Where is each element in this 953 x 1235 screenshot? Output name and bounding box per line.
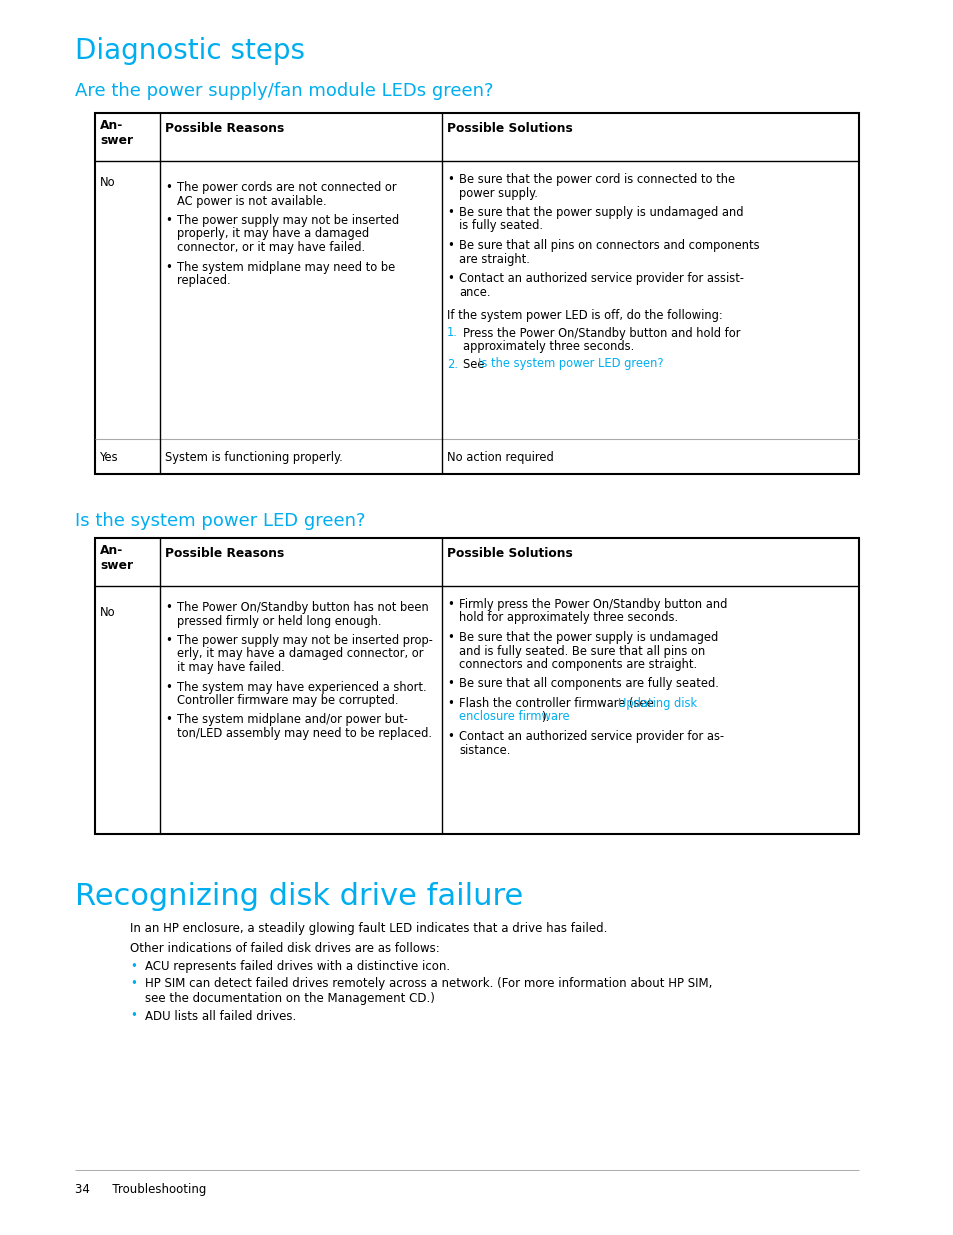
Text: Be sure that all components are fully seated.: Be sure that all components are fully se… — [458, 678, 719, 690]
Text: •: • — [165, 601, 172, 614]
Text: ance.: ance. — [458, 285, 490, 299]
Text: •: • — [130, 1009, 136, 1023]
Bar — [95, 538, 858, 834]
Text: Be sure that the power supply is undamaged: Be sure that the power supply is undamag… — [458, 631, 718, 643]
Text: •: • — [165, 214, 172, 227]
Text: hold for approximately three seconds.: hold for approximately three seconds. — [458, 611, 678, 625]
Text: •: • — [165, 261, 172, 273]
Text: Is the system power LED green?: Is the system power LED green? — [75, 513, 365, 530]
Text: power supply.: power supply. — [458, 186, 537, 200]
Text: The power supply may not be inserted: The power supply may not be inserted — [177, 214, 398, 227]
Text: HP SIM can detect failed drives remotely across a network. (For more information: HP SIM can detect failed drives remotely… — [145, 977, 712, 990]
Text: connector, or it may have failed.: connector, or it may have failed. — [177, 241, 365, 254]
Text: 1.: 1. — [447, 326, 457, 340]
Text: •: • — [447, 272, 454, 285]
Text: The system midplane may need to be: The system midplane may need to be — [177, 261, 395, 273]
Text: •: • — [447, 730, 454, 743]
Text: ACU represents failed drives with a distinctive icon.: ACU represents failed drives with a dist… — [145, 960, 450, 973]
Text: erly, it may have a damaged connector, or: erly, it may have a damaged connector, o… — [177, 647, 423, 661]
Text: connectors and components are straight.: connectors and components are straight. — [458, 658, 697, 671]
Text: Updating disk: Updating disk — [618, 697, 697, 710]
Text: Flash the controller firmware (see: Flash the controller firmware (see — [458, 697, 657, 710]
Text: Yes: Yes — [100, 451, 118, 464]
Text: AC power is not available.: AC power is not available. — [177, 194, 326, 207]
Text: •: • — [165, 634, 172, 647]
Text: replaced.: replaced. — [177, 274, 231, 287]
Text: Be sure that all pins on connectors and components: Be sure that all pins on connectors and … — [458, 240, 759, 252]
Text: No: No — [100, 606, 115, 619]
Text: •: • — [165, 680, 172, 694]
Text: Press the Power On/Standby button and hold for: Press the Power On/Standby button and ho… — [462, 326, 740, 340]
Text: System is functioning properly.: System is functioning properly. — [165, 451, 342, 464]
Text: In an HP enclosure, a steadily glowing fault LED indicates that a drive has fail: In an HP enclosure, a steadily glowing f… — [130, 923, 607, 935]
Text: Firmly press the Power On/Standby button and: Firmly press the Power On/Standby button… — [458, 598, 726, 611]
Text: 34      Troubleshooting: 34 Troubleshooting — [75, 1183, 206, 1195]
Text: The power cords are not connected or: The power cords are not connected or — [177, 182, 396, 194]
Text: sistance.: sistance. — [458, 743, 510, 757]
Text: it may have failed.: it may have failed. — [177, 661, 284, 674]
Text: enclosure firmware: enclosure firmware — [458, 710, 569, 724]
Text: approximately three seconds.: approximately three seconds. — [462, 340, 634, 353]
Text: Possible Solutions: Possible Solutions — [447, 547, 572, 559]
Text: If the system power LED is off, do the following:: If the system power LED is off, do the f… — [447, 309, 722, 322]
Text: See: See — [462, 357, 488, 370]
Text: •: • — [447, 240, 454, 252]
Text: •: • — [165, 182, 172, 194]
Text: properly, it may have a damaged: properly, it may have a damaged — [177, 227, 369, 241]
Text: •: • — [447, 631, 454, 643]
Text: Diagnostic steps: Diagnostic steps — [75, 37, 305, 65]
Text: ADU lists all failed drives.: ADU lists all failed drives. — [145, 1009, 296, 1023]
Text: Contact an authorized service provider for assist-: Contact an authorized service provider f… — [458, 272, 743, 285]
Text: No: No — [100, 177, 115, 189]
Text: Recognizing disk drive failure: Recognizing disk drive failure — [75, 882, 522, 911]
Text: is fully seated.: is fully seated. — [458, 220, 542, 232]
Text: •: • — [165, 714, 172, 726]
Text: Be sure that the power cord is connected to the: Be sure that the power cord is connected… — [458, 173, 735, 186]
Text: Be sure that the power supply is undamaged and: Be sure that the power supply is undamag… — [458, 206, 742, 219]
Text: No action required: No action required — [447, 451, 553, 464]
Text: and is fully seated. Be sure that all pins on: and is fully seated. Be sure that all pi… — [458, 645, 704, 657]
Text: Controller firmware may be corrupted.: Controller firmware may be corrupted. — [177, 694, 398, 706]
Text: see the documentation on the Management CD.): see the documentation on the Management … — [145, 992, 435, 1005]
Text: An-
swer: An- swer — [100, 119, 133, 147]
Text: are straight.: are straight. — [458, 252, 529, 266]
Text: The system may have experienced a short.: The system may have experienced a short. — [177, 680, 426, 694]
Text: Possible Reasons: Possible Reasons — [165, 122, 284, 135]
Text: Is the system power LED green?: Is the system power LED green? — [477, 357, 662, 370]
Text: •: • — [447, 697, 454, 710]
Text: pressed firmly or held long enough.: pressed firmly or held long enough. — [177, 615, 381, 627]
Bar — [95, 112, 858, 474]
Text: Other indications of failed disk drives are as follows:: Other indications of failed disk drives … — [130, 942, 439, 955]
Text: Possible Solutions: Possible Solutions — [447, 122, 572, 135]
Text: ).: ). — [540, 710, 548, 724]
Text: Contact an authorized service provider for as-: Contact an authorized service provider f… — [458, 730, 723, 743]
Text: The Power On/Standby button has not been: The Power On/Standby button has not been — [177, 601, 428, 614]
Text: 2.: 2. — [447, 357, 457, 370]
Text: Possible Reasons: Possible Reasons — [165, 547, 284, 559]
Text: •: • — [130, 960, 136, 973]
Text: •: • — [447, 173, 454, 186]
Text: An-
swer: An- swer — [100, 543, 133, 572]
Text: The power supply may not be inserted prop-: The power supply may not be inserted pro… — [177, 634, 433, 647]
Text: •: • — [447, 206, 454, 219]
Text: •: • — [447, 598, 454, 611]
Text: Are the power supply/fan module LEDs green?: Are the power supply/fan module LEDs gre… — [75, 82, 493, 100]
Text: The system midplane and/or power but-: The system midplane and/or power but- — [177, 714, 408, 726]
Text: ton/LED assembly may need to be replaced.: ton/LED assembly may need to be replaced… — [177, 727, 432, 740]
Text: •: • — [447, 678, 454, 690]
Text: •: • — [130, 977, 136, 990]
